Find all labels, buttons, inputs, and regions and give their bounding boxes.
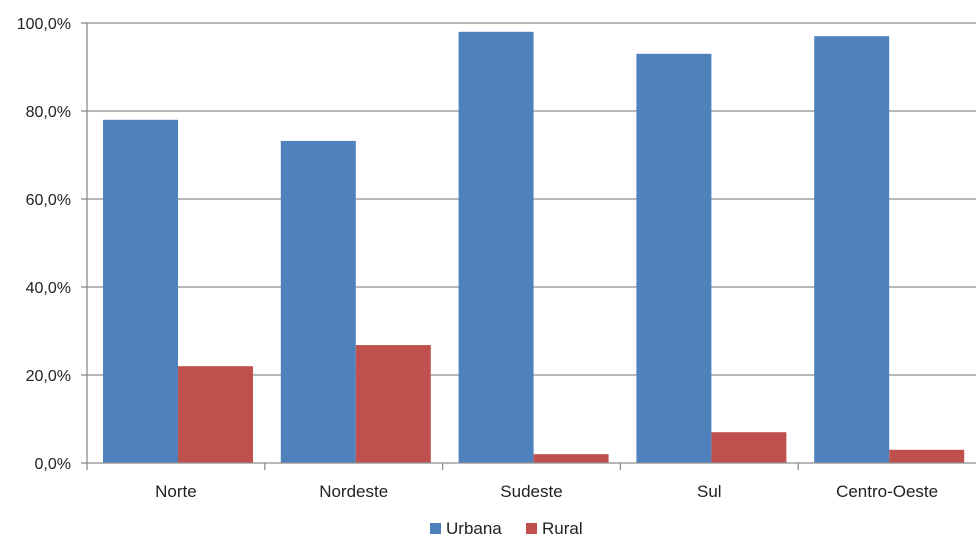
x-tick-label: Sudeste: [500, 482, 562, 501]
bar-urbana-norte: [103, 119, 178, 464]
legend-swatch-rural: [526, 523, 537, 534]
legend: Urbana Rural: [430, 519, 583, 538]
x-tick-label: Nordeste: [319, 482, 388, 501]
bar-urbana-nordeste: [280, 140, 356, 464]
y-tick-label: 100,0%: [17, 16, 71, 33]
bar-rural-sudeste: [533, 454, 609, 463]
x-tick-label: Centro-Oeste: [836, 482, 938, 501]
x-tick-label: Norte: [155, 482, 197, 501]
bar-rural-nordeste: [355, 345, 431, 463]
y-tick-label: 20,0%: [26, 368, 71, 385]
bars: [103, 31, 965, 464]
bar-rural-sul: [711, 432, 787, 463]
bar-urbana-sul: [636, 53, 712, 464]
legend-label-urbana: Urbana: [446, 519, 502, 538]
y-tick-label: 0,0%: [35, 456, 71, 473]
x-tick-label: Sul: [697, 482, 722, 501]
axes: [81, 22, 976, 470]
bar-rural-norte: [178, 366, 253, 463]
bar-urbana-centro-oeste: [814, 36, 890, 463]
bar-urbana-sudeste: [458, 31, 534, 464]
y-tick-label: 40,0%: [26, 280, 71, 297]
legend-swatch-urbana: [430, 523, 441, 534]
y-axis-tick-labels: 0,0% 20,0% 40,0% 60,0% 80,0% 100,0%: [17, 16, 71, 473]
x-axis-tick-labels: Norte Nordeste Sudeste Sul Centro-Oeste: [155, 482, 938, 501]
legend-label-rural: Rural: [542, 519, 583, 538]
y-tick-label: 80,0%: [26, 104, 71, 121]
bar-rural-centro-oeste: [889, 449, 965, 463]
y-tick-label: 60,0%: [26, 192, 71, 209]
